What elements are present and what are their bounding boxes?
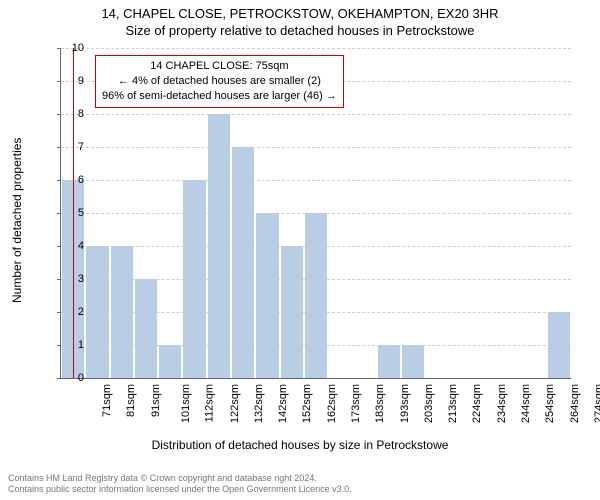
bar xyxy=(378,345,400,378)
xtick-label: 264sqm xyxy=(569,384,581,423)
xtick-label: 142sqm xyxy=(277,384,289,423)
xtick-label: 91sqm xyxy=(150,384,162,417)
bar xyxy=(86,246,108,378)
xtick-label: 234sqm xyxy=(496,384,508,423)
ytick-label: 0 xyxy=(64,372,84,384)
bar xyxy=(183,180,205,378)
annotation-line2: ← 4% of detached houses are smaller (2) xyxy=(102,74,337,89)
xtick-label: 244sqm xyxy=(520,384,532,423)
ytick-mark xyxy=(57,312,61,313)
bar xyxy=(111,246,133,378)
xtick-label: 193sqm xyxy=(399,384,411,423)
xtick-label: 162sqm xyxy=(326,384,338,423)
bar xyxy=(208,114,230,378)
ytick-mark xyxy=(57,279,61,280)
annotation-line1: 14 CHAPEL CLOSE: 75sqm xyxy=(102,59,337,74)
x-axis-label: Distribution of detached houses by size … xyxy=(0,438,600,452)
xtick-label: 224sqm xyxy=(472,384,484,423)
ytick-mark xyxy=(57,147,61,148)
bar xyxy=(548,312,570,378)
ytick-label: 3 xyxy=(64,273,84,285)
ytick-label: 1 xyxy=(64,339,84,351)
xtick-label: 203sqm xyxy=(423,384,435,423)
ytick-label: 10 xyxy=(64,42,84,54)
ytick-label: 9 xyxy=(64,75,84,87)
bar xyxy=(402,345,424,378)
xtick-label: 254sqm xyxy=(544,384,556,423)
ytick-label: 6 xyxy=(64,174,84,186)
chart-title-line2: Size of property relative to detached ho… xyxy=(0,21,600,38)
chart-container: { "chart": { "type": "bar", "title_line1… xyxy=(0,0,600,500)
annotation-box: 14 CHAPEL CLOSE: 75sqm ← 4% of detached … xyxy=(95,55,344,108)
footer-line1: Contains HM Land Registry data © Crown c… xyxy=(8,473,592,485)
ytick-mark xyxy=(57,246,61,247)
gridline xyxy=(61,180,571,181)
annotation-line3: 96% of semi-detached houses are larger (… xyxy=(102,89,337,104)
ytick-label: 7 xyxy=(64,141,84,153)
bar xyxy=(256,213,278,378)
bar xyxy=(135,279,157,378)
xtick-label: 183sqm xyxy=(374,384,386,423)
chart-title-line1: 14, CHAPEL CLOSE, PETROCKSTOW, OKEHAMPTO… xyxy=(0,0,600,21)
xtick-label: 81sqm xyxy=(125,384,137,417)
bar xyxy=(159,345,181,378)
ytick-label: 4 xyxy=(64,240,84,252)
ytick-label: 8 xyxy=(64,108,84,120)
xtick-label: 112sqm xyxy=(204,384,216,422)
xtick-label: 213sqm xyxy=(447,384,459,423)
bar xyxy=(281,246,303,378)
gridline xyxy=(61,114,571,115)
gridline xyxy=(61,147,571,148)
xtick-label: 101sqm xyxy=(180,384,192,423)
ytick-mark xyxy=(57,180,61,181)
footer-line2: Contains public sector information licen… xyxy=(8,484,592,496)
ytick-mark xyxy=(57,81,61,82)
ytick-mark xyxy=(57,378,61,379)
chart-footer: Contains HM Land Registry data © Crown c… xyxy=(8,473,592,496)
ytick-mark xyxy=(57,213,61,214)
ytick-label: 5 xyxy=(64,207,84,219)
xtick-label: 173sqm xyxy=(350,384,362,423)
ytick-mark xyxy=(57,114,61,115)
ytick-label: 2 xyxy=(64,306,84,318)
gridline xyxy=(61,48,571,49)
xtick-label: 71sqm xyxy=(101,384,113,417)
xtick-label: 152sqm xyxy=(302,384,314,423)
xtick-label: 274sqm xyxy=(593,384,600,423)
ytick-mark xyxy=(57,345,61,346)
y-axis-label: Number of detached properties xyxy=(10,138,24,303)
bar xyxy=(232,147,254,378)
xtick-label: 132sqm xyxy=(253,384,265,423)
xtick-label: 122sqm xyxy=(229,384,241,423)
bar xyxy=(305,213,327,378)
ytick-mark xyxy=(57,48,61,49)
